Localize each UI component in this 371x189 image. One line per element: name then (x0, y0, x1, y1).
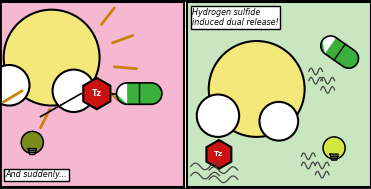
Polygon shape (116, 83, 162, 104)
Polygon shape (321, 38, 358, 68)
Text: Tz: Tz (214, 151, 223, 157)
Circle shape (4, 10, 99, 106)
Circle shape (259, 102, 298, 141)
Circle shape (323, 137, 345, 159)
Circle shape (21, 131, 43, 153)
Polygon shape (206, 140, 232, 169)
Polygon shape (116, 83, 162, 104)
Text: And suddenly...: And suddenly... (6, 170, 67, 179)
Polygon shape (28, 149, 36, 155)
Circle shape (53, 70, 95, 112)
Circle shape (197, 94, 239, 137)
Text: Tz: Tz (92, 89, 102, 98)
Text: Hydrogen sulfide
induced dual release!: Hydrogen sulfide induced dual release! (192, 8, 279, 27)
Polygon shape (330, 154, 338, 160)
Circle shape (209, 41, 305, 137)
Polygon shape (321, 36, 358, 67)
Polygon shape (83, 78, 111, 109)
Circle shape (0, 65, 30, 106)
